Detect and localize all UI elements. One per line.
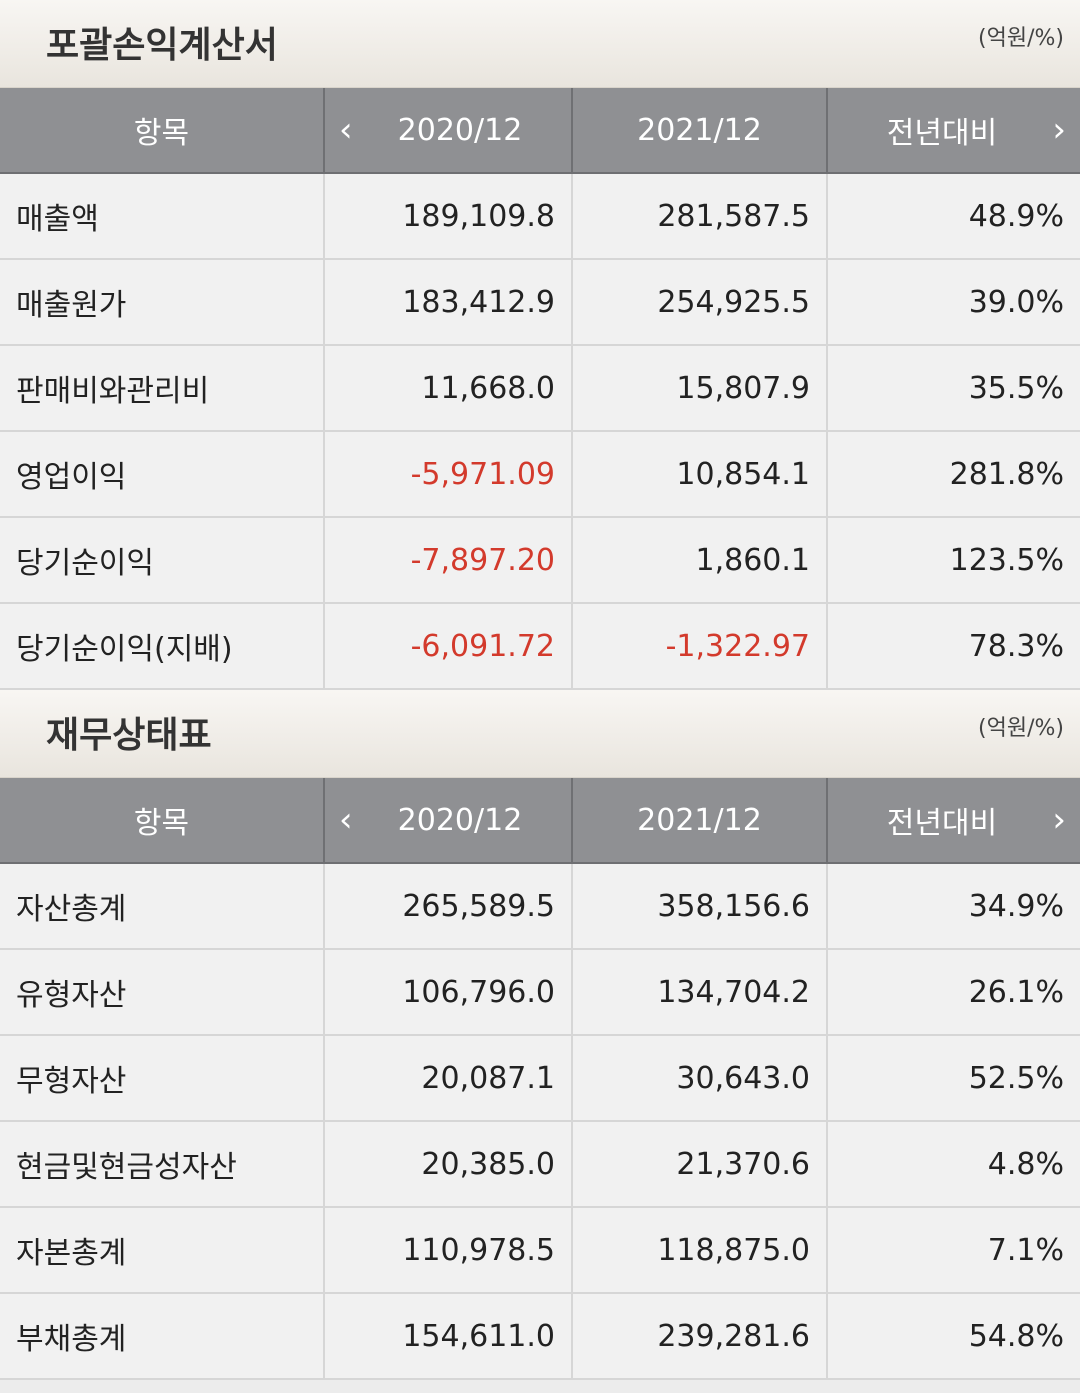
header-period-2021: 2021/12 bbox=[573, 88, 828, 172]
value-yoy: 7.1% bbox=[987, 1232, 1064, 1268]
value-2020: -7,897.20 bbox=[325, 518, 573, 602]
value-2020: 20,087.1 bbox=[325, 1036, 573, 1120]
value-2021: 358,156.6 bbox=[573, 864, 828, 948]
value-yoy: 34.9% bbox=[968, 888, 1064, 924]
section-title: 포괄손익계산서 bbox=[46, 25, 278, 66]
chevron-right-icon[interactable]: › bbox=[1052, 110, 1066, 150]
table-row: 판매비와관리비 11,668.0 15,807.9 35.5% bbox=[0, 346, 1080, 432]
value-yoy: 26.1% bbox=[968, 974, 1064, 1010]
row-label: 현금및현금성자산 bbox=[0, 1122, 325, 1206]
table-row: 무형자산 20,087.1 30,643.0 52.5% bbox=[0, 1036, 1080, 1122]
value-2021: -1,322.97 bbox=[573, 604, 828, 688]
table-row: 부채총계 154,611.0 239,281.6 54.8% bbox=[0, 1294, 1080, 1380]
header-label: 항목 bbox=[133, 116, 190, 151]
section-title: 재무상태표 bbox=[46, 715, 212, 756]
table-row: 자산총계 265,589.5 358,156.6 34.9% bbox=[0, 864, 1080, 950]
value-yoy: 123.5% bbox=[949, 542, 1064, 578]
value-2020: 183,412.9 bbox=[325, 260, 573, 344]
value-2021: 30,643.0 bbox=[573, 1036, 828, 1120]
table-row: 현금및현금성자산 20,385.0 21,370.6 4.8% bbox=[0, 1122, 1080, 1208]
row-label: 당기순이익 bbox=[0, 518, 325, 602]
header-label: 2020/12 bbox=[397, 112, 523, 148]
header-period-2020: ‹ 2020/12 bbox=[325, 778, 573, 862]
value-yoy: 4.8% bbox=[987, 1146, 1064, 1182]
value-2020: 110,978.5 bbox=[325, 1208, 573, 1292]
row-label: 자본총계 bbox=[0, 1208, 325, 1292]
value-2021: 15,807.9 bbox=[573, 346, 828, 430]
header-label: 2021/12 bbox=[637, 802, 762, 838]
value-2020: 154,611.0 bbox=[325, 1294, 573, 1378]
row-label: 매출원가 bbox=[0, 260, 325, 344]
header-label: 전년대비 bbox=[886, 116, 998, 151]
income-statement-header: 포괄손익계산서 (억원/%) bbox=[0, 0, 1080, 88]
unit-label: (억원/%) bbox=[978, 716, 1064, 741]
unit-label: (억원/%) bbox=[978, 26, 1064, 51]
table-header: 항목 ‹ 2020/12 2021/12 전년대비 › bbox=[0, 778, 1080, 864]
table-row: 유형자산 106,796.0 134,704.2 26.1% bbox=[0, 950, 1080, 1036]
value-2020: 106,796.0 bbox=[325, 950, 573, 1034]
value-2021: 239,281.6 bbox=[573, 1294, 828, 1378]
balance-sheet-header: 재무상태표 (억원/%) bbox=[0, 690, 1080, 778]
header-item: 항목 bbox=[0, 88, 325, 172]
value-yoy: 35.5% bbox=[968, 370, 1064, 406]
row-label: 부채총계 bbox=[0, 1294, 325, 1378]
value-2021: 21,370.6 bbox=[573, 1122, 828, 1206]
header-item: 항목 bbox=[0, 778, 325, 862]
value-2020: 11,668.0 bbox=[325, 346, 573, 430]
value-2020: 20,385.0 bbox=[325, 1122, 573, 1206]
value-2021: 118,875.0 bbox=[573, 1208, 828, 1292]
row-label: 유형자산 bbox=[0, 950, 325, 1034]
value-yoy: 54.8% bbox=[968, 1318, 1064, 1354]
header-label: 2021/12 bbox=[637, 112, 762, 148]
table-row: 자본총계 110,978.5 118,875.0 7.1% bbox=[0, 1208, 1080, 1294]
value-2021: 254,925.5 bbox=[573, 260, 828, 344]
value-yoy: 48.9% bbox=[968, 198, 1064, 234]
chevron-left-icon[interactable]: ‹ bbox=[339, 110, 353, 150]
table-row: 매출원가 183,412.9 254,925.5 39.0% bbox=[0, 260, 1080, 346]
value-2021: 281,587.5 bbox=[573, 174, 828, 258]
value-2020: 189,109.8 bbox=[325, 174, 573, 258]
value-2020: -6,091.72 bbox=[325, 604, 573, 688]
header-yoy: 전년대비 › bbox=[828, 778, 1080, 862]
row-label: 판매비와관리비 bbox=[0, 346, 325, 430]
header-period-2020: ‹ 2020/12 bbox=[325, 88, 573, 172]
value-2020: 265,589.5 bbox=[325, 864, 573, 948]
value-yoy: 281.8% bbox=[949, 456, 1064, 492]
chevron-left-icon[interactable]: ‹ bbox=[339, 800, 353, 840]
value-yoy: 78.3% bbox=[968, 628, 1064, 664]
row-label: 매출액 bbox=[0, 174, 325, 258]
header-yoy: 전년대비 › bbox=[828, 88, 1080, 172]
table-row: 영업이익 -5,971.09 10,854.1 281.8% bbox=[0, 432, 1080, 518]
value-2021: 1,860.1 bbox=[573, 518, 828, 602]
row-label: 당기순이익(지배) bbox=[0, 604, 325, 688]
table-row: 당기순이익(지배) -6,091.72 -1,322.97 78.3% bbox=[0, 604, 1080, 690]
value-yoy: 52.5% bbox=[968, 1060, 1064, 1096]
row-label: 자산총계 bbox=[0, 864, 325, 948]
row-label: 영업이익 bbox=[0, 432, 325, 516]
header-label: 항목 bbox=[133, 806, 190, 841]
chevron-right-icon[interactable]: › bbox=[1052, 800, 1066, 840]
value-yoy: 39.0% bbox=[968, 284, 1064, 320]
table-row: 당기순이익 -7,897.20 1,860.1 123.5% bbox=[0, 518, 1080, 604]
header-label: 전년대비 bbox=[886, 806, 998, 841]
table-row: 매출액 189,109.8 281,587.5 48.9% bbox=[0, 174, 1080, 260]
value-2021: 134,704.2 bbox=[573, 950, 828, 1034]
table-header: 항목 ‹ 2020/12 2021/12 전년대비 › bbox=[0, 88, 1080, 174]
value-2020: -5,971.09 bbox=[325, 432, 573, 516]
value-2021: 10,854.1 bbox=[573, 432, 828, 516]
row-label: 무형자산 bbox=[0, 1036, 325, 1120]
header-period-2021: 2021/12 bbox=[573, 778, 828, 862]
header-label: 2020/12 bbox=[397, 802, 523, 838]
